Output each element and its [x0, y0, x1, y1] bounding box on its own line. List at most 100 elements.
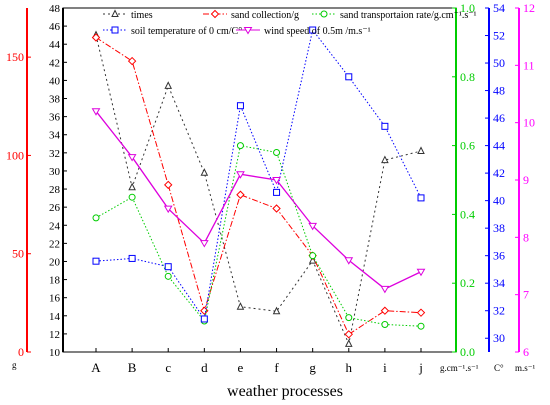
y-axis-times: 10 12 14 16 18 20 22 24 26 28 30 32 34 36 38 40 42 44 46 48 — [49, 3, 67, 359]
data-point-3 — [309, 26, 317, 34]
data-point-3 — [273, 188, 281, 196]
y-tick-label-times: 32 — [49, 148, 60, 160]
y-tick-label-times: 34 — [49, 130, 61, 142]
series-3 — [92, 26, 425, 323]
data-point-4 — [236, 171, 245, 179]
data-point-3 — [236, 102, 244, 110]
data-point-0 — [128, 182, 136, 191]
y-tick-label-times: 18 — [49, 275, 61, 287]
y-axis-wind: 6 7 8 9 10 11 12 — [515, 1, 535, 359]
data-point-2 — [381, 320, 389, 328]
plot-frame — [62, 7, 457, 353]
y-tick-label-times: 38 — [49, 94, 61, 106]
data-point-4 — [163, 205, 173, 214]
legend: times sand collection/g sand transportaion… — [103, 9, 477, 37]
x-tick-label: B — [128, 360, 137, 375]
y-axis-sand: 0 50 100 150 — [6, 8, 31, 359]
x-tick-label: h — [346, 360, 353, 375]
y-tick-label-soil: 36 — [493, 249, 505, 263]
data-point-3 — [417, 194, 425, 202]
legend-label-1: sand collection/g — [231, 10, 299, 21]
legend-item-0: times — [103, 9, 153, 21]
data-point-1 — [164, 180, 173, 190]
data-point-0 — [272, 306, 281, 315]
series-line-4 — [95, 110, 422, 290]
y-tick-label-times: 36 — [49, 112, 61, 124]
data-point-4 — [380, 285, 390, 294]
data-point-1 — [344, 330, 353, 339]
series-0 — [92, 30, 425, 347]
legend-item-2: sand transportaion rate/g.cm⁻¹.s⁻¹ — [312, 10, 477, 21]
y-tick-label-times: 20 — [49, 256, 61, 268]
y-tick-label-sand: 150 — [6, 50, 24, 64]
y-tick-label-rate: 0.0 — [460, 345, 475, 359]
data-point-0 — [344, 339, 353, 347]
y-axis-soil: 30 32 34 36 38 40 42 44 46 48 50 52 54 — [485, 1, 505, 352]
plot-layer — [91, 26, 426, 347]
series-line-1 — [95, 37, 422, 336]
x-tick-label: f — [274, 360, 279, 375]
y-tick-label-wind: 12 — [523, 1, 535, 15]
data-point-1 — [127, 56, 137, 66]
data-point-4 — [308, 222, 318, 231]
data-point-2 — [92, 214, 100, 222]
data-point-1 — [91, 33, 101, 42]
series-line-3 — [95, 28, 422, 321]
series-line-0 — [95, 35, 422, 346]
data-point-0 — [381, 155, 389, 164]
y-tick-label-wind: 10 — [523, 116, 535, 130]
data-point-2 — [164, 272, 172, 280]
data-point-1 — [380, 306, 390, 315]
data-point-4 — [91, 108, 101, 116]
y-tick-label-soil: 52 — [493, 29, 505, 43]
y-tick-label-times: 12 — [49, 329, 60, 341]
y-tick-label-wind: 6 — [523, 345, 529, 359]
data-point-2 — [417, 322, 425, 330]
y-tick-label-times: 22 — [49, 238, 60, 250]
series-4 — [91, 108, 426, 294]
data-point-2 — [345, 314, 353, 322]
legend-item-1: sand collection/g — [203, 9, 299, 21]
y-tick-label-soil: 30 — [493, 331, 505, 345]
y-tick-label-times: 14 — [49, 311, 61, 323]
x-axis-label: weather processes — [227, 383, 343, 400]
legend-marker-4 — [243, 27, 253, 35]
data-point-1 — [272, 204, 281, 213]
legend-item-4: wind speed of 0.5m /m.s⁻¹ — [236, 26, 371, 37]
data-point-1 — [416, 308, 426, 317]
y-tick-label-times: 24 — [49, 220, 61, 232]
x-tick-label: A — [91, 360, 101, 375]
x-tick-label: c — [165, 360, 171, 375]
data-point-4 — [199, 240, 209, 248]
y-tick-label-times: 42 — [49, 57, 60, 69]
y-tick-label-sand: 0 — [18, 345, 24, 359]
x-tick-label: i — [383, 360, 387, 375]
y-tick-label-times: 26 — [49, 202, 61, 214]
y-tick-label-soil: 42 — [493, 166, 505, 180]
y-tick-label-sand: 100 — [6, 148, 24, 162]
data-point-3 — [164, 263, 172, 271]
y-tick-label-soil: 46 — [493, 111, 505, 125]
unit-label-soil: C° — [494, 363, 504, 373]
y-tick-label-rate: 0.8 — [460, 70, 475, 84]
legend-item-3: soil temperature of 0 cm/C° — [103, 26, 242, 37]
y-tick-label-times: 10 — [49, 347, 61, 359]
x-tick-label: e — [238, 360, 244, 375]
series-1 — [91, 33, 426, 339]
data-point-0 — [164, 81, 173, 89]
data-point-4 — [416, 268, 426, 277]
data-point-0 — [308, 255, 317, 264]
y-tick-label-times: 44 — [49, 39, 61, 51]
data-point-3 — [92, 257, 100, 265]
legend-marker-0 — [111, 9, 119, 17]
legend-marker-1 — [210, 9, 220, 19]
axes-layer: 0 50 100 150 10 12 14 16 18 20 22 24 26 28 30 32 34 36 38 4… — [6, 1, 536, 375]
data-point-2 — [273, 148, 281, 156]
data-point-1 — [200, 306, 209, 315]
data-point-0 — [417, 146, 425, 155]
y-tick-label-soil: 48 — [493, 84, 505, 98]
y-tick-label-sand: 50 — [12, 247, 24, 261]
data-point-3 — [200, 315, 208, 323]
y-tick-label-times: 30 — [49, 166, 61, 178]
